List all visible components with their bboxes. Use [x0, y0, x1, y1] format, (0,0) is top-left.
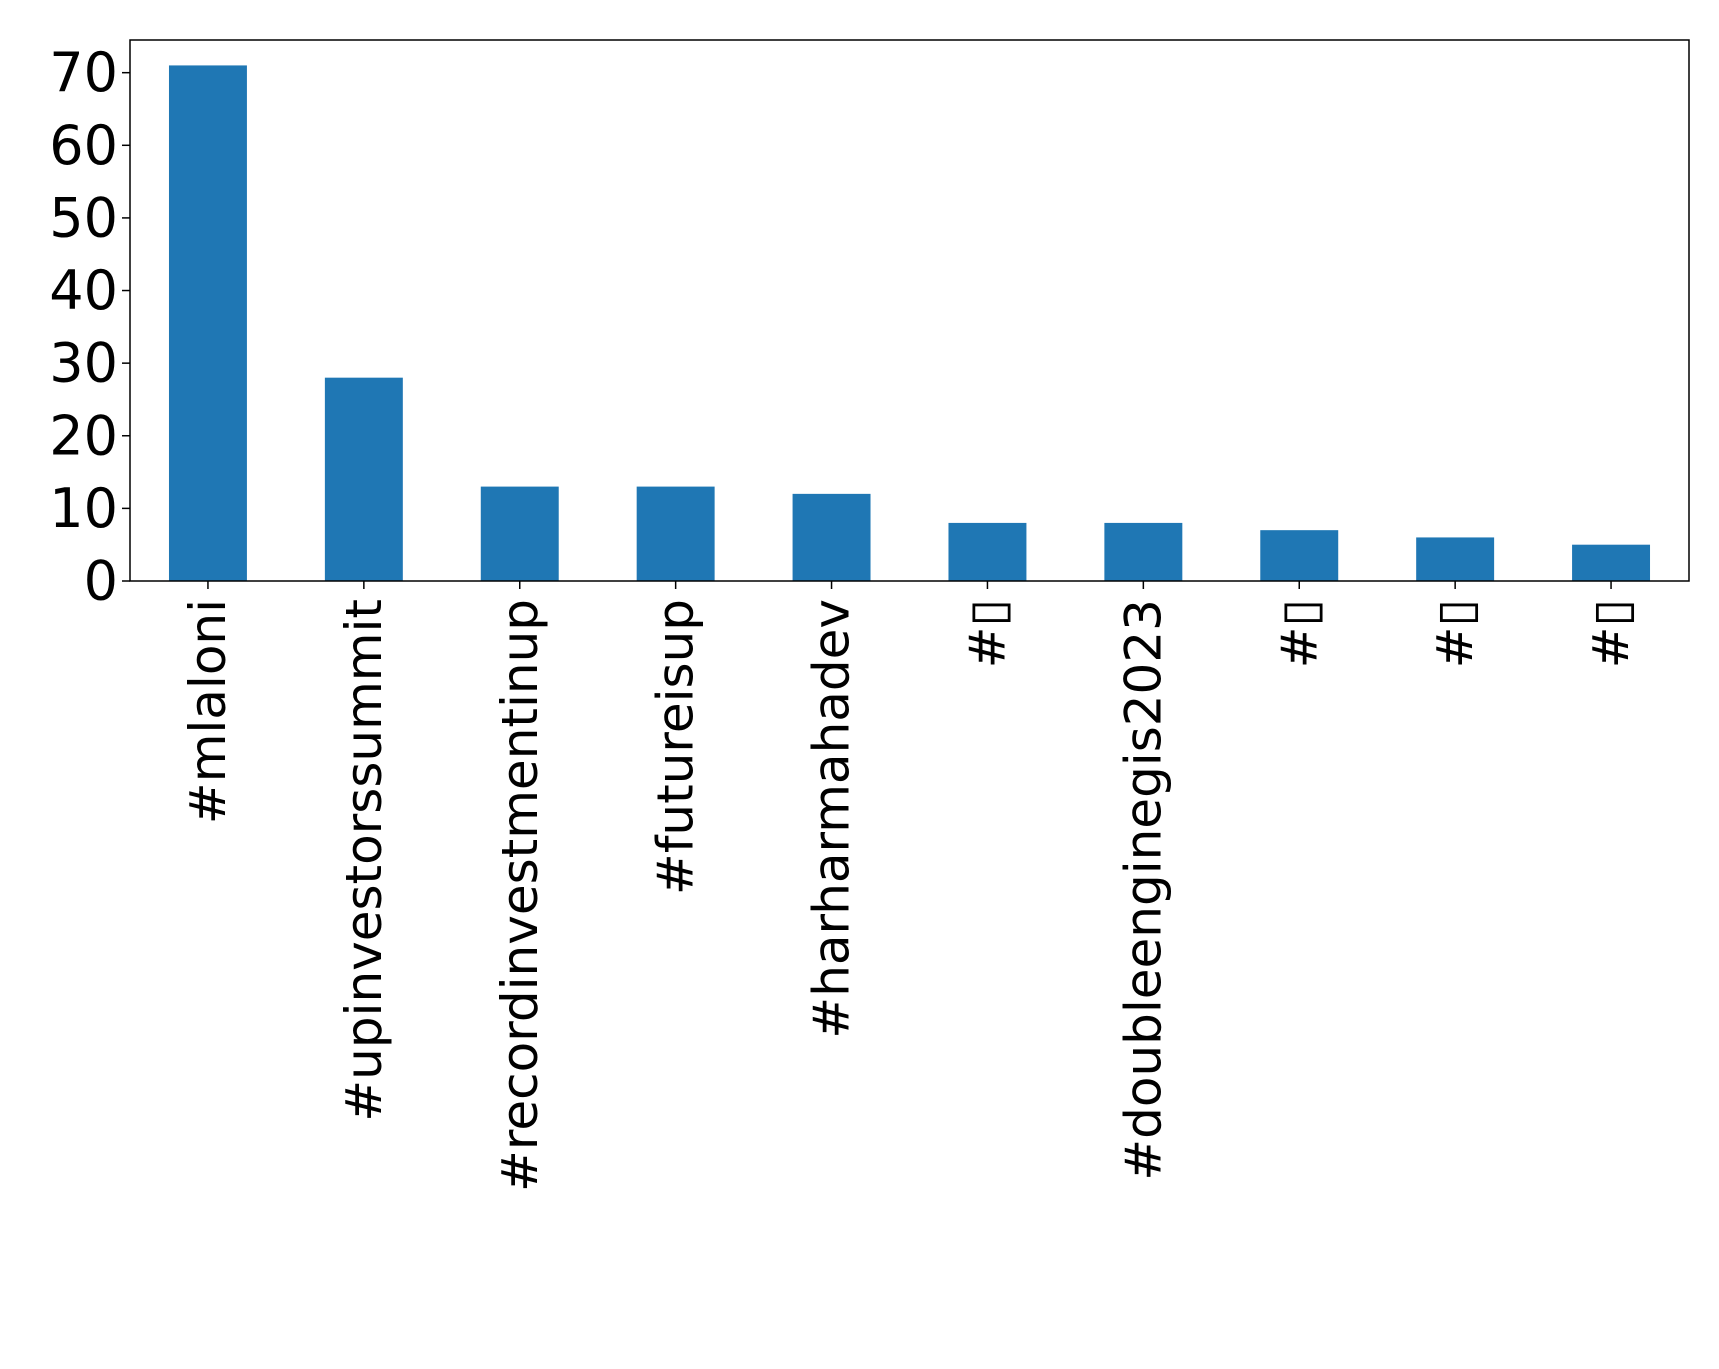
- bar-8: [1416, 537, 1495, 581]
- x-tick-label-6: #doubleenginegis2023: [1114, 599, 1172, 1181]
- bar-4: [792, 493, 871, 581]
- bar-3: [636, 486, 715, 581]
- y-tick-label-3: 30: [49, 332, 118, 395]
- y-tick-label-4: 40: [49, 259, 118, 322]
- bar-0: [168, 65, 247, 581]
- x-tick-label-4: #harharmahadev: [803, 599, 861, 1039]
- x-axis: #mlaloni #upinvestorssummit #recordinvestm…: [179, 581, 1640, 1192]
- bar-2: [480, 486, 559, 581]
- bars-group: [168, 65, 1651, 581]
- x-tick-label-9: #▯: [1582, 599, 1640, 668]
- x-tick-label-3: #futureisup: [647, 599, 705, 895]
- bar-5: [948, 522, 1027, 581]
- x-tick-label-7: #▯: [1270, 599, 1328, 668]
- x-tick-label-8: #▯: [1426, 599, 1484, 668]
- x-tick-label-5: #▯: [958, 599, 1016, 668]
- x-tick-label-2: #recordinvestmentinup: [491, 599, 549, 1192]
- y-tick-label-7: 70: [49, 41, 118, 104]
- y-axis: 0 10 20 30 40 50 60 70: [49, 41, 130, 613]
- plot-frame: [129, 39, 1690, 582]
- x-tick-label-1: #upinvestorssummit: [335, 599, 393, 1122]
- bar-6: [1104, 522, 1183, 581]
- y-tick-label-5: 50: [49, 186, 118, 249]
- y-tick-label-0: 0: [84, 550, 118, 613]
- x-tick-label-0: #mlaloni: [179, 599, 237, 824]
- y-tick-label-6: 60: [49, 114, 118, 177]
- bar-7: [1260, 530, 1339, 581]
- bar-1: [324, 377, 403, 581]
- y-tick-label-1: 10: [49, 477, 118, 540]
- bar-9: [1572, 544, 1651, 581]
- y-tick-label-2: 20: [49, 404, 118, 467]
